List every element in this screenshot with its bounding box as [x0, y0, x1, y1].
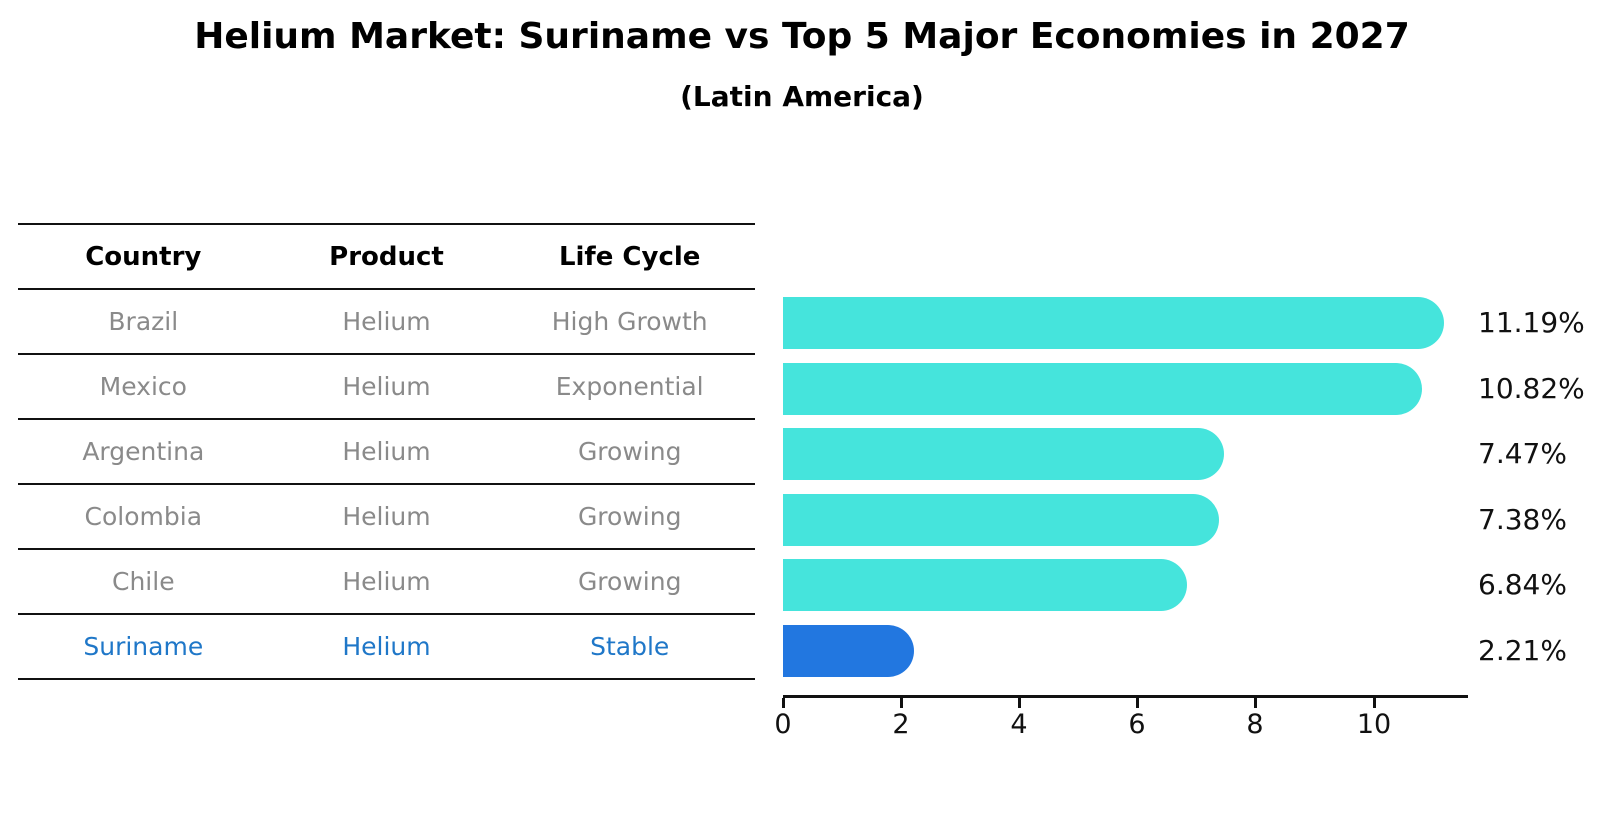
cell-product: Helium	[342, 372, 431, 401]
chart-subtitle: (Latin America)	[680, 80, 924, 113]
cell-product: Helium	[342, 307, 431, 336]
cell-country: Argentina	[82, 437, 205, 466]
value-label-colombia: 7.38%	[1478, 503, 1567, 536]
x-tick-label: 0	[774, 709, 792, 740]
cell-life-cycle: Growing	[577, 437, 682, 466]
x-tick-mark	[782, 698, 785, 708]
chart-title: Helium Market: Suriname vs Top 5 Major E…	[194, 16, 1410, 57]
table-row-brazil: Brazil Helium High Growth	[18, 290, 755, 355]
table-row-chile: Chile Helium Growing	[18, 550, 755, 615]
cell-country: Suriname	[83, 632, 204, 661]
bar-chile	[783, 559, 1187, 611]
table-row-suriname: Suriname Helium Stable	[18, 615, 755, 680]
cell-life-cycle: High Growth	[551, 307, 708, 336]
table-row-mexico: Mexico Helium Exponential	[18, 355, 755, 420]
column-header-country: Country	[85, 241, 202, 272]
cell-product: Helium	[342, 502, 431, 531]
x-tick-label: 8	[1246, 709, 1264, 740]
x-tick-mark	[1373, 698, 1376, 708]
bar-mexico	[783, 363, 1422, 415]
cell-life-cycle: Growing	[577, 502, 682, 531]
cell-life-cycle: Growing	[577, 567, 682, 596]
cell-life-cycle: Exponential	[555, 372, 704, 401]
x-tick-mark	[1254, 698, 1257, 708]
x-tick-mark	[900, 698, 903, 708]
cell-product: Helium	[342, 437, 431, 466]
x-tick-mark	[1018, 698, 1021, 708]
value-label-argentina: 7.47%	[1478, 437, 1567, 470]
value-label-suriname: 2.21%	[1478, 634, 1567, 667]
x-axis-line	[783, 695, 1468, 698]
cell-country: Colombia	[84, 502, 203, 531]
bar-colombia	[783, 494, 1219, 546]
table-row-argentina: Argentina Helium Growing	[18, 420, 755, 485]
country-table: Country Product Life Cycle Brazil Helium H…	[18, 223, 755, 680]
x-tick-label: 4	[1010, 709, 1028, 740]
x-tick-mark	[1136, 698, 1139, 708]
value-label-brazil: 11.19%	[1478, 306, 1585, 339]
bar-argentina	[783, 428, 1224, 480]
table-row-colombia: Colombia Helium Growing	[18, 485, 755, 550]
table-body: Brazil Helium High Growth Mexico Helium Expon…	[18, 290, 755, 680]
table-header-row: Country Product Life Cycle	[18, 225, 755, 290]
column-header-lifecycle: Life Cycle	[558, 241, 701, 272]
cell-country: Chile	[112, 567, 175, 596]
x-tick-label: 6	[1128, 709, 1146, 740]
bar-suriname	[783, 625, 914, 677]
x-tick-label: 2	[892, 709, 910, 740]
bar-brazil	[783, 297, 1444, 349]
cell-country: Brazil	[108, 307, 179, 336]
column-header-product: Product	[329, 241, 444, 272]
cell-country: Mexico	[99, 372, 187, 401]
value-label-mexico: 10.82%	[1478, 372, 1585, 405]
x-tick-label: 10	[1356, 709, 1392, 740]
cell-life-cycle: Stable	[590, 632, 670, 661]
cell-product: Helium	[342, 632, 431, 661]
value-label-chile: 6.84%	[1478, 568, 1567, 601]
cell-product: Helium	[342, 567, 431, 596]
